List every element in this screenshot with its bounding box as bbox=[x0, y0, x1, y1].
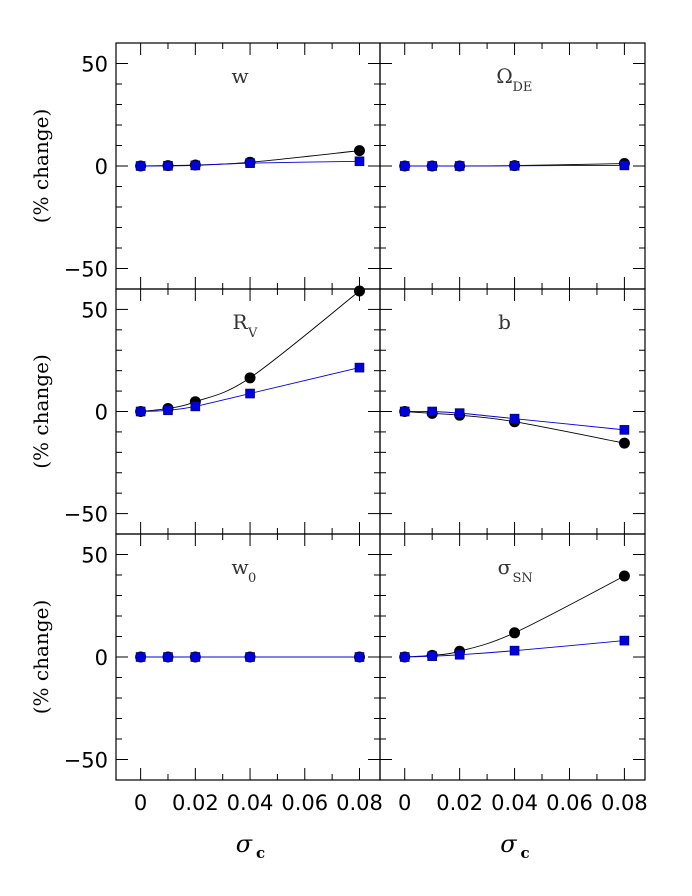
data-point-circle bbox=[509, 627, 521, 639]
data-point-square bbox=[245, 158, 255, 168]
data-point-square bbox=[354, 156, 365, 167]
data-point-circle bbox=[353, 285, 365, 297]
x-tick-label: 0.04 bbox=[227, 791, 274, 815]
data-point-square bbox=[454, 649, 465, 660]
data-point-square bbox=[163, 160, 173, 171]
panel-label: R bbox=[232, 310, 248, 334]
data-point-square bbox=[245, 388, 255, 399]
x-axis-label: σ bbox=[500, 830, 517, 858]
x-axis-label-subscript: c bbox=[521, 844, 530, 862]
x-axis-labels: 0 0.02 0.04 0.06 0.08σ c0 0.02 0.04 0.06 0.08σ c bbox=[134, 791, 648, 862]
x-tick-label: 0.06 bbox=[546, 791, 593, 815]
y-axis-labels: −50 0 50 (% change) −50 0 50 (% change) −50 0 50 (%… bbox=[29, 53, 108, 773]
data-point-square bbox=[427, 651, 437, 661]
data-point-circle bbox=[353, 145, 365, 157]
panel-label-subscript: V bbox=[247, 326, 258, 341]
series-square bbox=[135, 652, 365, 662]
data-point-circle bbox=[618, 570, 630, 582]
y-tick-label: 50 bbox=[81, 544, 108, 568]
data-point-square bbox=[399, 161, 410, 171]
data-point-square bbox=[427, 406, 437, 417]
data-point-square bbox=[190, 401, 201, 412]
y-tick-label: 0 bbox=[95, 646, 108, 670]
panel-label-subscript: SN bbox=[513, 571, 533, 586]
x-tick-label: 0.02 bbox=[436, 791, 483, 815]
panel-label: Ω bbox=[496, 64, 513, 88]
panel-1: w bbox=[115, 42, 381, 290]
panel-4: b bbox=[379, 288, 646, 535]
data-point-square bbox=[245, 652, 255, 662]
y-tick-label: 50 bbox=[81, 298, 108, 322]
data-point-square bbox=[163, 652, 173, 662]
y-tick-label: −50 bbox=[64, 749, 108, 773]
series-square bbox=[399, 635, 630, 662]
data-point-square bbox=[163, 405, 173, 416]
data-point-square bbox=[399, 652, 410, 662]
data-point-circle bbox=[618, 437, 630, 449]
data-point-square bbox=[135, 652, 146, 662]
series-line bbox=[404, 575, 625, 658]
data-point-square bbox=[354, 362, 365, 373]
data-point-square bbox=[509, 160, 520, 171]
x-tick-label: 0.08 bbox=[336, 791, 383, 815]
x-axis-label-subscript: c bbox=[256, 844, 265, 862]
x-tick-label: 0.08 bbox=[601, 791, 648, 815]
y-tick-label: −50 bbox=[64, 258, 108, 282]
x-tick-label: 0.02 bbox=[172, 791, 219, 815]
data-point-square bbox=[454, 161, 465, 171]
panel-label-subscript: 0 bbox=[248, 571, 256, 586]
data-point-square bbox=[619, 635, 630, 646]
y-axis-label: (% change) bbox=[29, 600, 53, 715]
data-point-square bbox=[135, 161, 146, 171]
panel-label: b bbox=[498, 310, 511, 334]
panel-2: Ω DE bbox=[379, 42, 646, 290]
y-tick-label: 50 bbox=[81, 53, 108, 77]
y-tick-label: 0 bbox=[95, 401, 108, 425]
series-square bbox=[135, 156, 365, 171]
x-tick-label: 0.06 bbox=[281, 791, 328, 815]
y-axis-label: (% change) bbox=[29, 354, 53, 469]
y-axis-label: (% change) bbox=[29, 109, 53, 224]
data-point-square bbox=[454, 408, 465, 418]
series-square bbox=[135, 362, 365, 417]
data-point-circle bbox=[244, 372, 256, 384]
panel-6: σ SN bbox=[379, 533, 646, 781]
panel-label: w bbox=[231, 64, 248, 88]
panel-label-subscript: DE bbox=[513, 80, 533, 95]
data-point-square bbox=[619, 425, 630, 435]
y-tick-label: 0 bbox=[95, 155, 108, 179]
y-tick-label: −50 bbox=[64, 503, 108, 527]
series-square bbox=[399, 406, 630, 435]
panel-label: σ bbox=[498, 555, 512, 579]
data-point-square bbox=[190, 652, 201, 662]
data-point-square bbox=[427, 161, 437, 171]
data-point-square bbox=[190, 160, 201, 171]
x-tick-label: 0 bbox=[398, 791, 411, 815]
data-point-square bbox=[509, 413, 520, 424]
x-tick-label: 0.04 bbox=[491, 791, 538, 815]
panel-label: w bbox=[231, 555, 248, 579]
data-point-square bbox=[509, 645, 520, 656]
x-tick-label: 0 bbox=[134, 791, 147, 815]
x-axis-label: σ bbox=[236, 830, 253, 858]
data-point-square bbox=[135, 406, 146, 417]
series-square bbox=[399, 160, 630, 171]
data-point-square bbox=[619, 160, 630, 171]
data-point-square bbox=[399, 406, 410, 417]
data-point-square bbox=[354, 652, 365, 662]
